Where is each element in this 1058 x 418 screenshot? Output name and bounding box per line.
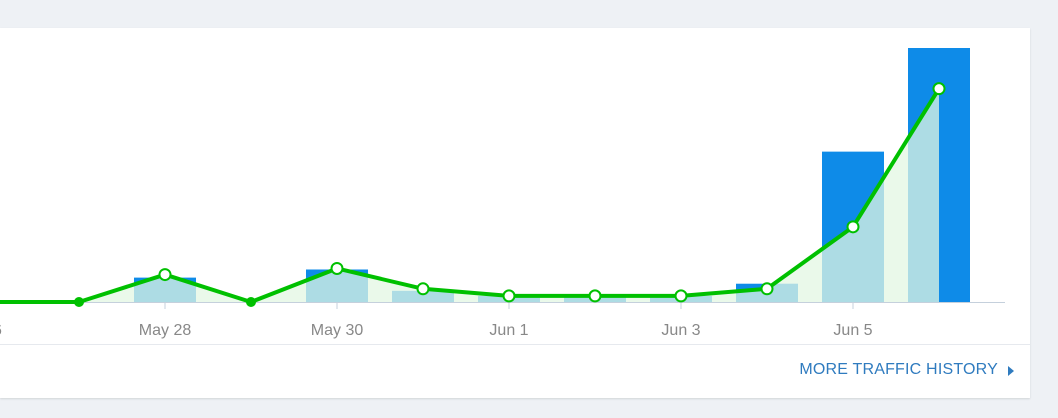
line-point-may-28 <box>158 268 172 282</box>
traffic-line <box>0 86 941 304</box>
line-point-jun-6 <box>932 82 946 96</box>
traffic-chart: 26 May 28 May 30 Jun 1 Jun 3 Jun 5 <box>0 48 1005 339</box>
line-point-may-31 <box>416 282 430 296</box>
line-point-jun-5 <box>846 220 860 234</box>
line-area-fill <box>0 88 939 302</box>
line-point-may-29 <box>246 297 256 307</box>
line-point-jun-4 <box>760 282 774 296</box>
more-traffic-history-label: MORE TRAFFIC HISTORY <box>799 361 998 378</box>
traffic-card: 26 May 28 May 30 Jun 1 Jun 3 Jun 5 MORE TRAFF… <box>0 28 1030 398</box>
line-point-jun-3 <box>674 289 688 303</box>
line-point-may-30 <box>330 261 344 275</box>
x-tick-label: May 28 <box>139 322 192 339</box>
x-tick-label: Jun 1 <box>489 322 528 339</box>
card-divider <box>0 344 1030 345</box>
line-point-may-27 <box>74 297 84 307</box>
line-point-jun-1 <box>502 289 516 303</box>
line-point-jun-2 <box>588 289 602 303</box>
x-tick-label: Jun 3 <box>661 322 700 339</box>
triangle-right-icon <box>1008 365 1014 376</box>
x-tick-label: 26 <box>0 322 2 339</box>
x-tick-label: May 30 <box>311 322 364 339</box>
more-traffic-history-link[interactable]: MORE TRAFFIC HISTORY <box>799 361 1014 379</box>
x-tick-label: Jun 5 <box>833 322 872 339</box>
